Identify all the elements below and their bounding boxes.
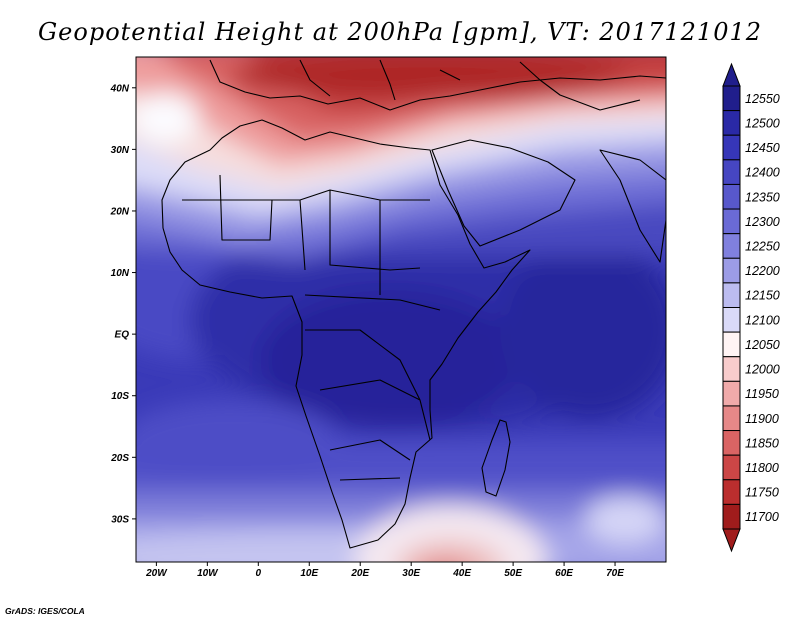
x-tick-label: 10W bbox=[197, 568, 219, 579]
madagascar bbox=[481, 419, 511, 497]
colorbar-swatch bbox=[722, 257, 741, 284]
arabia bbox=[431, 139, 576, 247]
colorbar-label: 12400 bbox=[745, 166, 780, 180]
colorbar-swatch bbox=[722, 159, 741, 185]
y-tick-label: 20N bbox=[110, 206, 130, 217]
chart-title: Geopotential Height at 200hPa [gpm], VT:… bbox=[38, 18, 762, 46]
colorbar-label: 12500 bbox=[745, 116, 780, 130]
colorbar-swatch bbox=[722, 479, 741, 505]
se-africa-trough-core bbox=[427, 559, 463, 562]
colorbar-label: 11950 bbox=[745, 387, 779, 401]
colorbar-label: 12100 bbox=[745, 313, 780, 327]
y-axis: 40N 30N 20N 10N EQ 10S 20S 30S bbox=[110, 83, 136, 525]
central-high-2 bbox=[260, 290, 520, 430]
colorbar-label: 12300 bbox=[745, 215, 780, 229]
y-tick-label: 30N bbox=[111, 145, 130, 156]
x-tick-label: 0 bbox=[256, 568, 262, 579]
colorbar-label: 11850 bbox=[745, 436, 779, 450]
y-tick-label: 30S bbox=[111, 514, 129, 525]
x-tick-label: 10E bbox=[300, 568, 318, 579]
y-tick-label: EQ bbox=[115, 330, 130, 341]
colorbar-swatch bbox=[722, 110, 741, 136]
x-tick-label: 70E bbox=[606, 568, 624, 579]
colorbar-label: 12250 bbox=[745, 239, 780, 253]
africa-coastline bbox=[161, 119, 531, 549]
colorbar-label: 12450 bbox=[745, 141, 780, 155]
med-trough-core bbox=[230, 57, 630, 99]
india bbox=[599, 149, 666, 263]
y-tick-label: 40N bbox=[110, 83, 130, 94]
africa-internal-borders bbox=[182, 174, 441, 481]
colorbar-label: 11800 bbox=[745, 461, 779, 475]
colorbar-swatch bbox=[722, 282, 741, 308]
colorbar-bottom-arrow bbox=[722, 528, 741, 553]
y-tick-label: 10S bbox=[111, 391, 129, 402]
coastlines bbox=[161, 59, 666, 549]
colorbar-label: 11700 bbox=[745, 510, 779, 524]
colorbar-top-arrow bbox=[722, 62, 741, 87]
colorbar: 12550 12500 12450 12400 12350 12300 12250 12200… bbox=[722, 62, 780, 553]
map-frame bbox=[135, 56, 667, 563]
nw-ridge bbox=[136, 92, 199, 144]
lower-west bbox=[136, 400, 340, 480]
colorbar-swatch bbox=[722, 183, 741, 210]
x-tick-label: 60E bbox=[555, 568, 573, 579]
europe-coast bbox=[209, 59, 666, 111]
colorbar-swatch bbox=[722, 405, 741, 432]
y-tick-label: 10N bbox=[111, 268, 130, 279]
colorbar-label: 12050 bbox=[745, 338, 780, 352]
colorbar-label: 12550 bbox=[745, 92, 780, 106]
x-tick-label: 20E bbox=[350, 568, 369, 579]
colorbar-label: 11750 bbox=[745, 486, 779, 500]
colorbar-swatch bbox=[722, 307, 741, 333]
colorbar-swatch bbox=[722, 503, 741, 530]
se-africa-trough-outer bbox=[355, 505, 545, 562]
sw-pocket bbox=[585, 496, 665, 544]
colorbar-label: 12000 bbox=[745, 363, 780, 377]
colorbar-swatch bbox=[722, 134, 741, 161]
x-tick-label: 30E bbox=[402, 568, 420, 579]
colorbar-label: 12150 bbox=[745, 289, 780, 303]
x-axis: 20W 10W 0 10E 20E 30E 40E 50E 60E 70E bbox=[145, 562, 624, 579]
colorbar-swatch bbox=[722, 430, 741, 456]
colorbar-label: 12350 bbox=[745, 190, 780, 204]
colorbar-label: 11900 bbox=[745, 412, 779, 426]
colorbar-swatch bbox=[722, 233, 741, 259]
east-high bbox=[500, 240, 666, 420]
colorbar-swatch bbox=[722, 85, 741, 112]
colorbar-swatch bbox=[722, 356, 741, 382]
colorbar-swatch bbox=[722, 380, 741, 407]
x-tick-label: 20W bbox=[145, 568, 168, 579]
colorbar-label: 12200 bbox=[745, 264, 780, 278]
footer-credit: GrADS: IGES/COLA bbox=[5, 606, 85, 616]
colorbar-swatch bbox=[722, 331, 741, 358]
europe-inner bbox=[299, 59, 641, 111]
x-tick-label: 50E bbox=[504, 568, 522, 579]
colorbar-swatch bbox=[722, 208, 741, 235]
height-field bbox=[136, 57, 666, 562]
map-panel bbox=[135, 56, 667, 563]
colorbar-swatch bbox=[722, 454, 741, 481]
y-tick-label: 20S bbox=[110, 453, 129, 464]
se-africa-trough-inner bbox=[396, 540, 504, 562]
x-tick-label: 40E bbox=[452, 568, 471, 579]
